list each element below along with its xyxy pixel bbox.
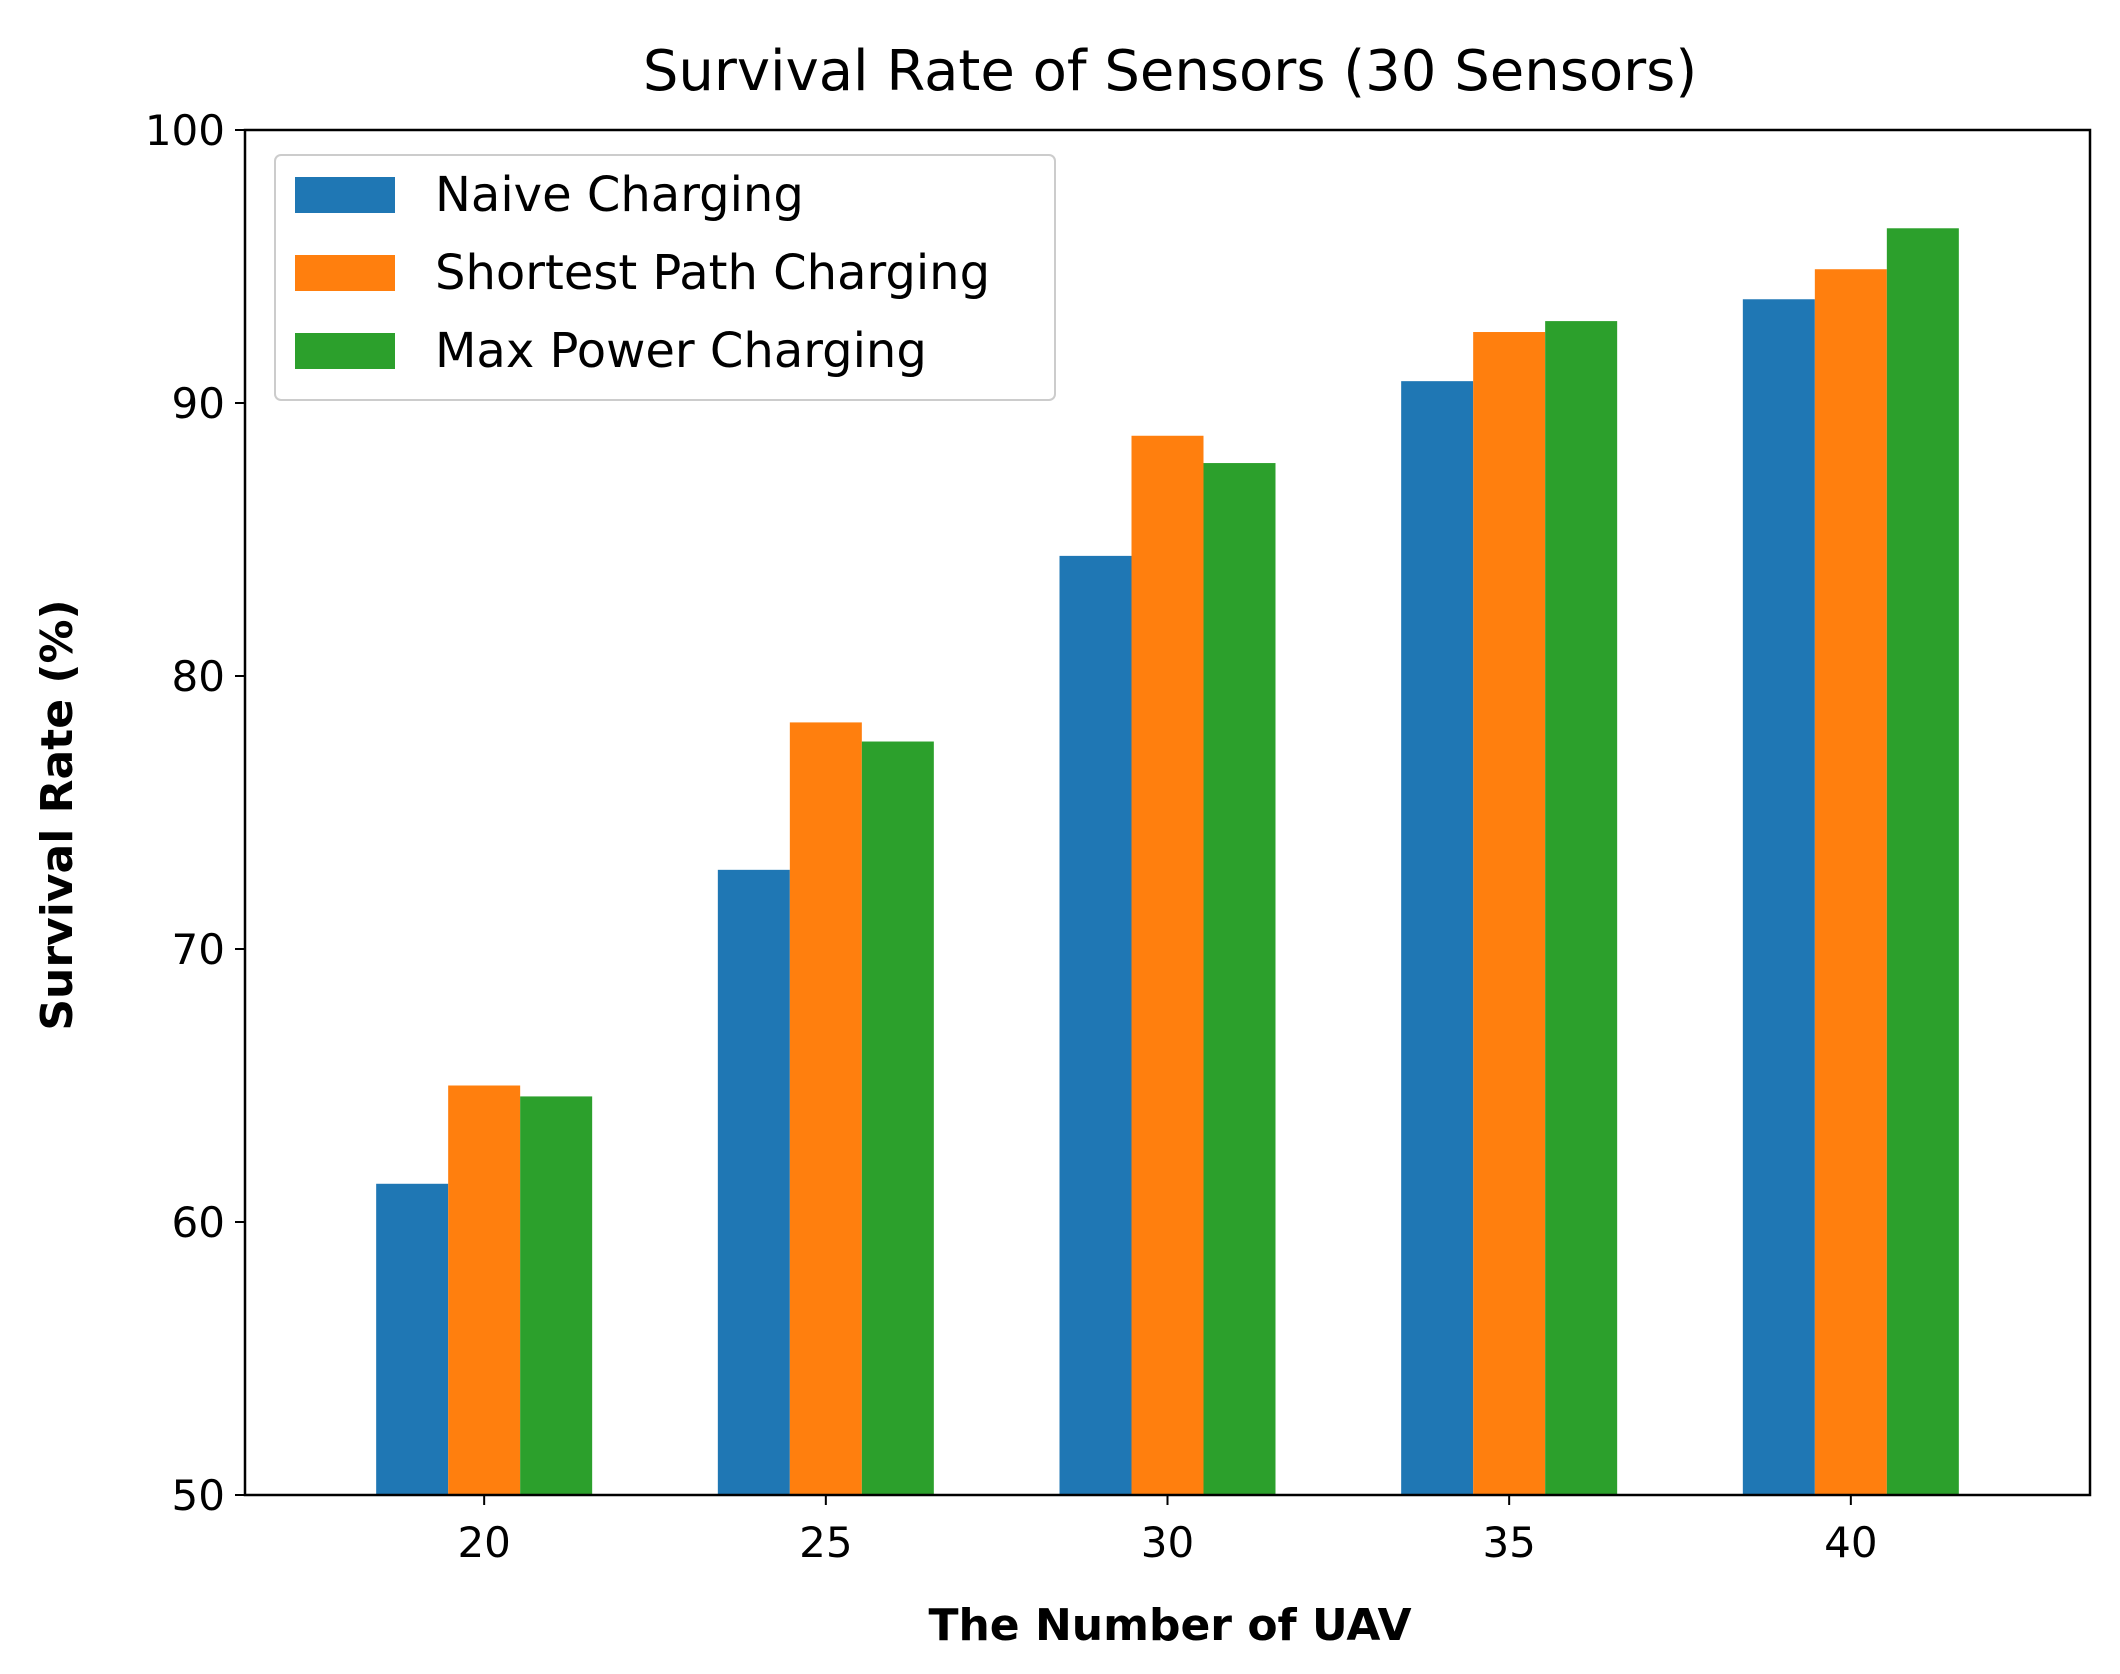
plot-area: 20 25 30 35 40 50 60 70 80 90 100 xyxy=(145,106,2092,1567)
y-tick-label-50: 50 xyxy=(172,1471,225,1520)
legend-label-naive-charging: Naive Charging xyxy=(435,167,804,223)
legend: Naive Charging Shortest Path Charging Max … xyxy=(274,154,1056,401)
legend-box xyxy=(274,154,1056,401)
y-tick-label-100: 100 xyxy=(145,106,225,155)
legend-swatch-naive-charging xyxy=(295,177,395,213)
x-axis-label: The Number of UAV xyxy=(928,1600,1411,1651)
x-tick-label-40: 40 xyxy=(1824,1518,1877,1567)
bar-shortest-path-charging-25 xyxy=(789,722,862,1495)
x-tick-label-25: 25 xyxy=(799,1518,852,1567)
legend-label-shortest-path-charging: Shortest Path Charging xyxy=(435,245,990,301)
y-tick-label-70: 70 xyxy=(172,925,225,974)
legend-swatch-shortest-path-charging xyxy=(295,255,395,291)
bar-naive-charging-25 xyxy=(717,869,790,1495)
legend-swatch-max-power-charging xyxy=(295,333,395,369)
bar-naive-charging-35 xyxy=(1401,381,1474,1495)
bar-shortest-path-charging-35 xyxy=(1473,332,1546,1495)
y-tick-label-60: 60 xyxy=(172,1198,225,1247)
y-tick-label-80: 80 xyxy=(172,652,225,701)
axes-frame xyxy=(243,128,2092,1497)
bar-naive-charging-20 xyxy=(376,1183,449,1495)
bar-max-power-charging-30 xyxy=(1203,463,1276,1495)
bar-max-power-charging-40 xyxy=(1886,228,1959,1495)
bar-max-power-charging-20 xyxy=(520,1096,593,1495)
y-axis-label: Survival Rate (%) xyxy=(32,599,83,1030)
bar-max-power-charging-25 xyxy=(861,741,934,1495)
chart-title: Survival Rate of Sensors (30 Sensors) xyxy=(643,39,1697,104)
x-tick-label-35: 35 xyxy=(1482,1518,1535,1567)
bar-shortest-path-charging-20 xyxy=(448,1085,521,1495)
y-tick-label-90: 90 xyxy=(172,379,225,428)
bar-shortest-path-charging-30 xyxy=(1131,435,1204,1495)
x-tick-label-20: 20 xyxy=(457,1518,510,1567)
bar-shortest-path-charging-40 xyxy=(1814,269,1887,1496)
x-tick-label-30: 30 xyxy=(1141,1518,1194,1567)
bar-naive-charging-40 xyxy=(1742,299,1815,1495)
bar-max-power-charging-35 xyxy=(1545,321,1618,1496)
legend-label-max-power-charging: Max Power Charging xyxy=(435,323,927,379)
bar-naive-charging-30 xyxy=(1059,555,1132,1495)
